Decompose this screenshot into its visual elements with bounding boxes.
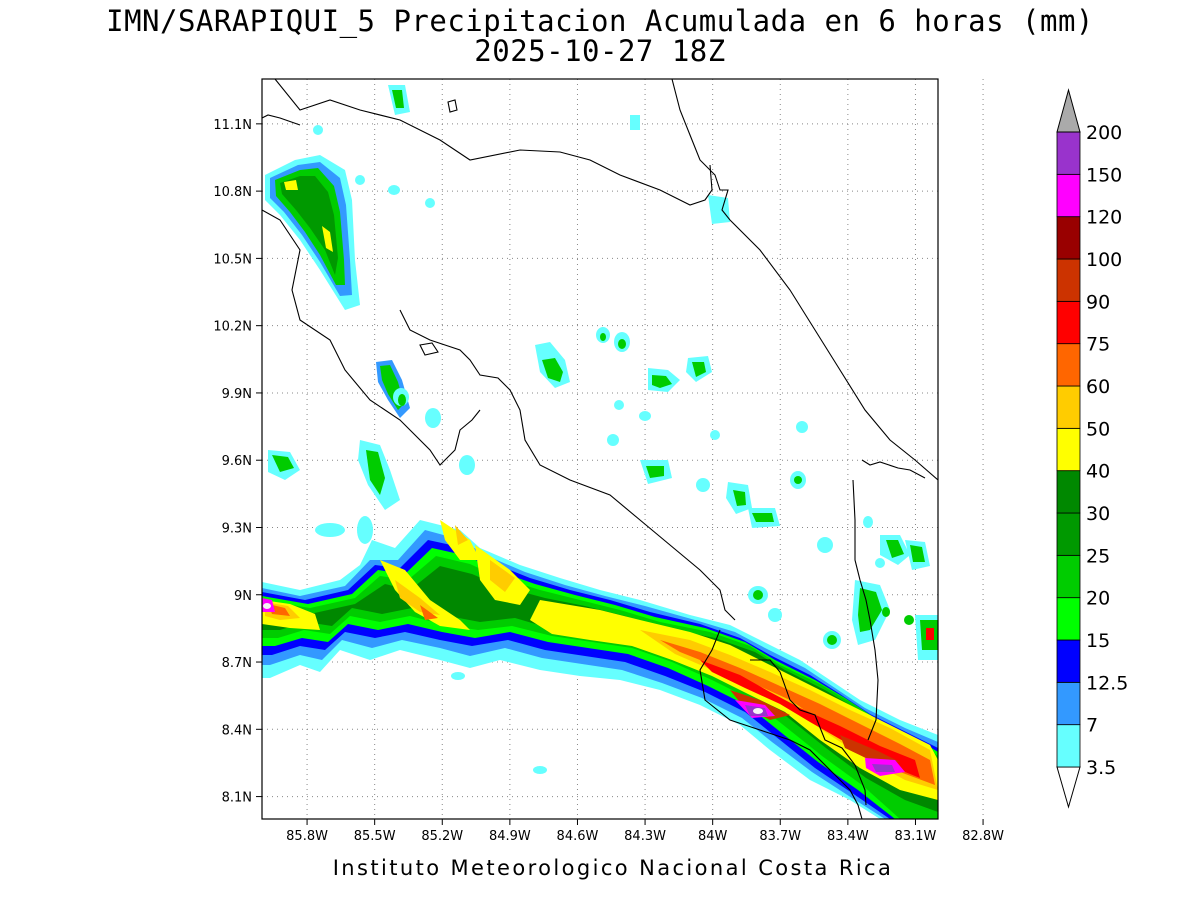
map-frame: [261, 78, 939, 820]
legend-swatch: [1056, 131, 1081, 175]
lat-tick-label: 8.4N: [222, 723, 252, 738]
legend-swatch: [1056, 512, 1081, 556]
legend-swatch: [1056, 258, 1081, 302]
lat-tick-label: 9.3N: [222, 521, 252, 536]
precip-core-40mm: [262, 520, 938, 800]
osa-peninsula: [699, 629, 863, 819]
legend-label: 150: [1086, 164, 1122, 186]
legend-swatch: [1056, 597, 1081, 641]
pacific-coast-north: [262, 209, 481, 466]
legend-swatch: [1056, 173, 1081, 218]
caribbean-coast: [671, 79, 938, 481]
panama-border: [852, 479, 879, 741]
legend-label: 20: [1086, 588, 1110, 610]
legend-swatch: [1056, 554, 1081, 599]
lon-tick-label: 84.3W: [624, 829, 666, 844]
lon-tick-label: 83.1W: [895, 829, 937, 844]
legend-label: 30: [1086, 503, 1110, 525]
legend-label: 50: [1086, 418, 1110, 440]
legend-label: 75: [1086, 334, 1110, 356]
legend-label: 3.5: [1086, 757, 1116, 779]
lon-tick-label: 82.8W: [962, 829, 1004, 844]
lat-tick-label: 8.7N: [222, 656, 252, 671]
legend-label: 120: [1086, 207, 1122, 229]
lat-tick-label: 11.1N: [213, 118, 252, 133]
legend-label: 25: [1086, 545, 1110, 567]
legend-label: 90: [1086, 291, 1110, 313]
nicoya-gulf: [399, 309, 736, 621]
map-title: IMN/SARAPIQUI_5 Precipitacion Acumulada …: [106, 4, 1094, 38]
legend-label: 15: [1086, 630, 1110, 652]
legend-label: 40: [1086, 461, 1110, 483]
lat-tick-label: 8.1N: [222, 791, 252, 806]
legend-swatch: [1056, 470, 1081, 514]
precip-core-200mm-west: [263, 603, 271, 609]
legend-label: 12.5: [1086, 672, 1128, 694]
lon-tick-label: 85.8W: [286, 829, 328, 844]
lat-tick-label: 10.2N: [213, 320, 252, 335]
lat-tick-label: 9.6N: [222, 454, 252, 469]
nicaragua-border: [262, 79, 713, 206]
lake-nicaragua-shore: [262, 114, 301, 126]
golfo-dulce: [750, 659, 867, 806]
precipitation-field: [262, 85, 938, 819]
map-subtitle: 2025-10-27 18Z: [474, 34, 726, 68]
legend-swatch: [1056, 724, 1081, 768]
legend-under-arrow: [1056, 766, 1081, 809]
legend-swatch: [1056, 343, 1081, 387]
legend-label: 60: [1086, 376, 1110, 398]
legend-swatch: [1056, 216, 1081, 260]
legend-swatch: [1056, 300, 1081, 345]
credit-label: Instituto Meteorologico Nacional Costa R…: [332, 856, 894, 880]
lon-tick-label: 84.9W: [489, 829, 531, 844]
lon-tick-label: 83.4W: [827, 829, 869, 844]
lat-tick-label: 10.8N: [213, 185, 252, 200]
precip-core-90mm: [730, 690, 900, 762]
burica-peninsula: [861, 459, 926, 479]
lon-tick-label: 84.6W: [557, 829, 599, 844]
legend-swatch: [1056, 639, 1081, 683]
lat-tick-label: 10.5N: [213, 252, 252, 267]
legend-label: 200: [1086, 122, 1122, 144]
lon-tick-label: 85.2W: [421, 829, 463, 844]
legend-swatch: [1056, 385, 1081, 429]
coastlines: [262, 79, 938, 819]
lon-tick-label: 83.7W: [759, 829, 801, 844]
lon-tick-label: 85.5W: [354, 829, 396, 844]
legend-swatch: [1056, 427, 1081, 472]
lat-tick-label: 9.9N: [222, 387, 252, 402]
lat-tick-label: 9N: [234, 589, 252, 604]
lon-tick-label: 84W: [698, 829, 728, 844]
precip-core-200mm: [753, 708, 763, 714]
legend-swatch: [1056, 681, 1081, 726]
legend-label: 7: [1086, 715, 1098, 737]
legend-label: 100: [1086, 249, 1122, 271]
legend-over-arrow: [1056, 88, 1081, 133]
map-axes: 11.1N 10.8N 10.5N 10.2N 9.9N 9.6N 9.3N 9N 8.7N 8.…: [213, 118, 1004, 844]
